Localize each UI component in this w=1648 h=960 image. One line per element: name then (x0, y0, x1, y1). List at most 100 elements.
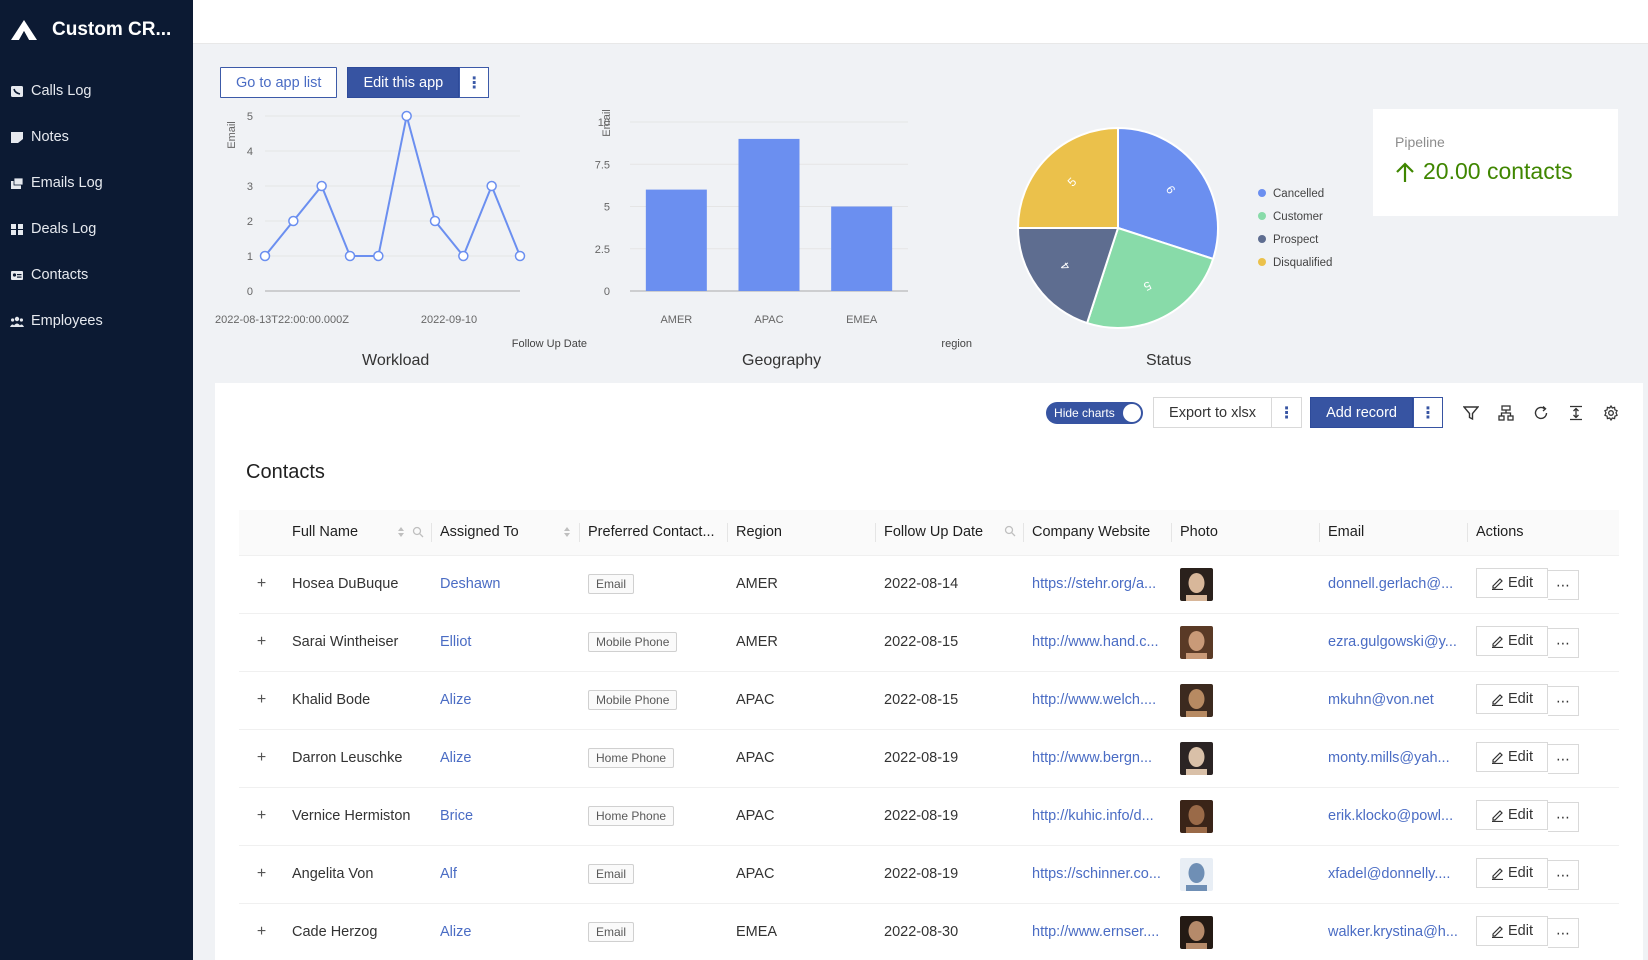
search-icon[interactable] (412, 526, 424, 538)
table-row[interactable]: + Angelita Von Alf Email APAC 2022-08-19… (239, 845, 1619, 903)
row-more-button[interactable]: ⋯ (1548, 686, 1579, 716)
column-header-preferred-contact[interactable]: Preferred Contact... (580, 510, 728, 556)
add-record-button[interactable]: Add record (1310, 397, 1413, 428)
sort-icon[interactable] (396, 525, 406, 539)
cell-assigned-to[interactable]: Elliot (440, 634, 472, 650)
data-point[interactable] (401, 110, 412, 122)
pie-slice[interactable] (1117, 126, 1219, 261)
cell-company-website[interactable]: https://stehr.org/a... (1032, 576, 1157, 592)
hide-charts-toggle[interactable]: Hide charts (1046, 401, 1144, 424)
data-point[interactable] (373, 250, 384, 262)
data-point[interactable] (458, 250, 469, 262)
row-more-button[interactable]: ⋯ (1548, 628, 1579, 658)
legend-label[interactable]: Disqualified (1273, 257, 1332, 269)
expand-row-button[interactable]: + (256, 633, 267, 650)
column-header-assigned-to[interactable]: Assigned To (432, 510, 580, 556)
sidebar-item-deals-log[interactable]: Deals Log (0, 206, 193, 252)
table-row[interactable]: + Vernice Hermiston Brice Home Phone APA… (239, 787, 1619, 845)
cell-email[interactable]: monty.mills@yah... (1328, 750, 1450, 766)
table-row[interactable]: + Sarai Wintheiser Elliot Mobile Phone A… (239, 613, 1619, 671)
legend-label[interactable]: Prospect (1273, 234, 1319, 246)
bar[interactable] (645, 189, 707, 291)
data-point[interactable] (288, 215, 299, 227)
refresh-button[interactable] (1523, 397, 1558, 428)
expand-row-button[interactable]: + (256, 749, 267, 766)
avatar[interactable] (1180, 625, 1213, 659)
column-header-full-name[interactable]: Full Name (284, 510, 432, 556)
cell-email[interactable]: erik.klocko@powl... (1328, 808, 1454, 824)
cell-assigned-to[interactable]: Alize (440, 924, 472, 940)
column-header-email[interactable]: Email (1320, 510, 1468, 556)
avatar[interactable] (1180, 915, 1213, 949)
expand-row-button[interactable]: + (256, 923, 267, 940)
edit-app-button[interactable]: Edit this app (347, 67, 460, 98)
data-point[interactable] (259, 250, 271, 262)
group-by-button[interactable] (1488, 397, 1523, 428)
filter-button[interactable] (1453, 397, 1488, 428)
column-header-company-website[interactable]: Company Website (1024, 510, 1172, 556)
row-height-button[interactable] (1558, 397, 1593, 428)
table-row[interactable]: + Darron Leuschke Alize Home Phone APAC … (239, 729, 1619, 787)
cell-assigned-to[interactable]: Alf (440, 866, 457, 882)
brand[interactable]: Custom CR... (0, 0, 193, 60)
export-more-button[interactable]: ⋮ (1272, 397, 1303, 428)
sidebar-item-employees[interactable]: Employees (0, 298, 193, 344)
cell-company-website[interactable]: http://www.ernser.... (1032, 924, 1160, 940)
cell-email[interactable]: ezra.gulgowski@y... (1328, 634, 1457, 650)
avatar[interactable] (1180, 799, 1213, 833)
edit-button[interactable]: Edit (1476, 916, 1548, 946)
avatar[interactable] (1180, 741, 1213, 775)
cell-assigned-to[interactable]: Alize (440, 692, 472, 708)
bar[interactable] (831, 206, 893, 292)
legend-label[interactable]: Customer (1273, 211, 1323, 223)
data-point[interactable] (429, 215, 441, 227)
cell-assigned-to[interactable]: Deshawn (440, 576, 501, 592)
cell-company-website[interactable]: http://www.bergn... (1032, 750, 1153, 766)
row-more-button[interactable]: ⋯ (1548, 744, 1579, 774)
search-icon[interactable] (1004, 525, 1016, 537)
go-to-app-list-button[interactable]: Go to app list (220, 67, 338, 98)
data-point[interactable] (486, 180, 497, 192)
sidebar-item-calls-log[interactable]: Calls Log (0, 68, 193, 114)
settings-button[interactable] (1593, 397, 1628, 428)
table-row[interactable]: + Khalid Bode Alize Mobile Phone APAC 20… (239, 671, 1619, 729)
edit-button[interactable]: Edit (1476, 626, 1548, 656)
cell-email[interactable]: walker.krystina@h... (1328, 924, 1458, 940)
cell-company-website[interactable]: http://www.hand.c... (1032, 634, 1159, 650)
edit-button[interactable]: Edit (1476, 568, 1548, 598)
pie-slice[interactable] (1016, 227, 1120, 325)
cell-assigned-to[interactable]: Brice (440, 808, 474, 824)
data-point[interactable] (316, 180, 327, 192)
column-header-region[interactable]: Region (728, 510, 876, 556)
edit-button[interactable]: Edit (1476, 800, 1548, 830)
edit-button[interactable]: Edit (1476, 858, 1548, 888)
column-header-photo[interactable]: Photo (1172, 510, 1320, 556)
legend-label[interactable]: Cancelled (1273, 188, 1324, 200)
cell-company-website[interactable]: https://schinner.co... (1032, 866, 1161, 882)
sort-icon[interactable] (562, 525, 572, 539)
sidebar-item-contacts[interactable]: Contacts (0, 252, 193, 298)
avatar[interactable] (1180, 567, 1213, 601)
table-row[interactable]: + Hosea DuBuque Deshawn Email AMER 2022-… (239, 555, 1619, 613)
row-more-button[interactable]: ⋯ (1548, 860, 1579, 890)
cell-company-website[interactable]: http://kuhic.info/d... (1032, 808, 1154, 824)
table-row[interactable]: + Cade Herzog Alize Email EMEA 2022-08-3… (239, 903, 1619, 960)
sidebar-item-emails-log[interactable]: Emails Log (0, 160, 193, 206)
cell-email[interactable]: xfadel@donnelly.... (1328, 866, 1451, 882)
avatar[interactable] (1180, 683, 1213, 717)
cell-company-website[interactable]: http://www.welch.... (1032, 692, 1157, 708)
expand-row-button[interactable]: + (256, 865, 267, 882)
app-more-button[interactable]: ⋮ (459, 67, 490, 98)
cell-email[interactable]: mkuhn@von.net (1328, 692, 1434, 708)
cell-assigned-to[interactable]: Alize (440, 750, 472, 766)
column-header-follow-up-date[interactable]: Follow Up Date (876, 510, 1024, 556)
sidebar-item-notes[interactable]: Notes (0, 114, 193, 160)
bar[interactable] (738, 138, 800, 291)
data-point[interactable] (514, 250, 526, 262)
expand-row-button[interactable]: + (256, 575, 267, 592)
pie-slice[interactable] (1085, 226, 1215, 329)
expand-row-button[interactable]: + (256, 691, 267, 708)
export-xlsx-button[interactable]: Export to xlsx (1153, 397, 1273, 428)
add-record-more-button[interactable]: ⋮ (1413, 397, 1443, 428)
row-more-button[interactable]: ⋯ (1548, 918, 1579, 948)
